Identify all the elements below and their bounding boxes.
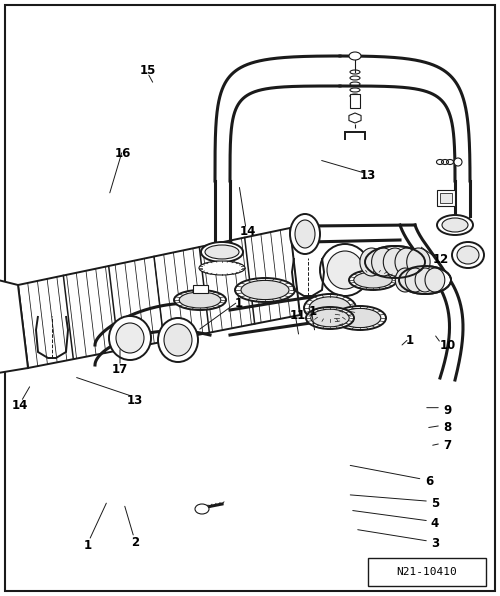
Text: 10: 10 [440, 339, 456, 352]
Text: 9: 9 [444, 403, 452, 417]
Ellipse shape [454, 158, 462, 166]
Bar [350, 94, 360, 108]
Text: 1: 1 [235, 297, 243, 311]
Polygon shape [0, 280, 28, 373]
Ellipse shape [290, 214, 320, 254]
Ellipse shape [205, 245, 239, 259]
Ellipse shape [354, 272, 392, 288]
Ellipse shape [158, 318, 198, 362]
Bar [440, 193, 452, 203]
Ellipse shape [365, 246, 425, 278]
Text: 14: 14 [12, 399, 28, 412]
Bar [193, 285, 208, 293]
Ellipse shape [395, 248, 418, 276]
Ellipse shape [339, 308, 381, 328]
Text: 8: 8 [444, 421, 452, 434]
Ellipse shape [399, 266, 451, 294]
Ellipse shape [304, 294, 356, 322]
Ellipse shape [241, 280, 289, 300]
Ellipse shape [320, 244, 370, 296]
Ellipse shape [457, 246, 479, 264]
Text: 14: 14 [240, 225, 256, 238]
Ellipse shape [384, 248, 406, 276]
Text: 12: 12 [433, 253, 449, 266]
Ellipse shape [442, 218, 468, 232]
Text: 17: 17 [112, 363, 128, 376]
Text: N21-10410: N21-10410 [396, 567, 458, 577]
Bar [437, 190, 455, 206]
Text: 1: 1 [308, 305, 316, 318]
Text: 2: 2 [131, 536, 139, 549]
Ellipse shape [415, 268, 435, 292]
Ellipse shape [334, 306, 386, 330]
Ellipse shape [327, 251, 363, 289]
Ellipse shape [199, 261, 245, 275]
Text: 1: 1 [406, 334, 414, 347]
Ellipse shape [116, 323, 144, 353]
Text: 16: 16 [114, 147, 130, 160]
Ellipse shape [349, 270, 397, 290]
Ellipse shape [406, 248, 430, 276]
Text: 13: 13 [360, 169, 376, 182]
Ellipse shape [195, 504, 209, 514]
Ellipse shape [349, 52, 361, 60]
Ellipse shape [235, 278, 295, 302]
Text: 4: 4 [431, 517, 439, 530]
Text: 13: 13 [127, 394, 143, 407]
Ellipse shape [174, 290, 226, 310]
Ellipse shape [396, 268, 415, 292]
Ellipse shape [201, 242, 243, 262]
Ellipse shape [437, 215, 473, 235]
Ellipse shape [311, 309, 349, 327]
Text: 5: 5 [431, 497, 439, 510]
Ellipse shape [309, 297, 351, 319]
Ellipse shape [425, 268, 445, 292]
Ellipse shape [360, 248, 384, 276]
Polygon shape [18, 228, 300, 368]
Ellipse shape [164, 324, 192, 356]
Polygon shape [349, 113, 361, 123]
Bar [368, 558, 486, 586]
Text: 1: 1 [84, 539, 92, 552]
Ellipse shape [452, 242, 484, 268]
Text: 15: 15 [140, 64, 156, 77]
Ellipse shape [109, 316, 151, 360]
Text: 7: 7 [444, 439, 452, 452]
Ellipse shape [306, 307, 354, 329]
Text: 11: 11 [290, 309, 306, 322]
Text: 3: 3 [431, 537, 439, 550]
Ellipse shape [405, 268, 425, 292]
Ellipse shape [179, 292, 221, 308]
Ellipse shape [372, 248, 395, 276]
Text: 6: 6 [425, 475, 433, 488]
Ellipse shape [295, 220, 315, 248]
